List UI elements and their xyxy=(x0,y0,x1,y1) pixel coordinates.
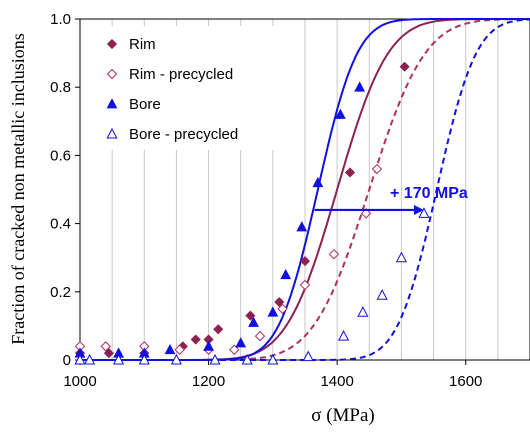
data-point xyxy=(280,268,292,280)
data-points xyxy=(74,61,430,365)
data-point xyxy=(334,108,346,119)
data-point xyxy=(357,306,369,317)
data-point xyxy=(170,353,183,365)
data-point xyxy=(344,167,356,178)
legend-marker xyxy=(106,98,118,109)
data-point xyxy=(164,343,176,355)
legend: Rim Rim - precycled Bore Bore - precycled xyxy=(92,26,280,150)
data-point xyxy=(241,353,253,365)
y-tick-label: 0.6 xyxy=(50,147,71,164)
data-point xyxy=(337,330,350,341)
data-point xyxy=(277,303,288,315)
data-point xyxy=(100,341,111,352)
data-point xyxy=(84,353,96,365)
data-point xyxy=(299,279,311,291)
data-point xyxy=(354,81,366,92)
data-point xyxy=(103,348,114,359)
data-point xyxy=(245,310,256,321)
x-tick-label: 1000 xyxy=(63,373,96,390)
data-point xyxy=(74,353,86,365)
legend-marker xyxy=(106,127,118,139)
data-point xyxy=(229,344,240,355)
data-point xyxy=(274,296,285,308)
data-point xyxy=(248,316,259,327)
data-point xyxy=(213,324,224,335)
data-point xyxy=(112,353,125,365)
y-tick-label: 0.8 xyxy=(50,79,71,96)
data-point xyxy=(312,176,324,188)
x-tick-label: 1600 xyxy=(449,373,482,390)
data-point xyxy=(267,353,279,365)
y-tick-label: 0 xyxy=(63,352,71,369)
data-point xyxy=(254,330,266,342)
x-axis-label: σ (MPa) xyxy=(311,405,375,426)
data-point xyxy=(174,344,185,355)
data-point xyxy=(209,353,221,365)
annotation: + 170 MPa xyxy=(314,185,468,215)
y-axis-label: Fraction of cracked non metallic inclusi… xyxy=(8,33,28,344)
data-point xyxy=(376,289,388,300)
data-point xyxy=(360,208,372,219)
data-point xyxy=(399,61,410,72)
data-point xyxy=(190,334,201,345)
y-tick-label: 0.2 xyxy=(50,284,71,301)
legend-marker xyxy=(106,38,118,50)
data-point xyxy=(235,337,247,348)
data-point xyxy=(418,207,430,218)
legend-marker xyxy=(106,68,118,80)
data-point xyxy=(328,249,340,260)
annotation-label: + 170 MPa xyxy=(390,185,468,202)
data-point xyxy=(371,163,383,175)
data-point xyxy=(395,251,408,263)
data-point xyxy=(203,340,214,351)
legend-label: Bore - precycled xyxy=(129,126,238,143)
data-point xyxy=(138,353,150,365)
legend-label: Rim xyxy=(129,36,156,53)
legend-label: Bore xyxy=(129,96,161,113)
y-tick-label: 0.4 xyxy=(50,216,71,233)
data-point xyxy=(267,306,279,317)
x-tick-label: 1400 xyxy=(320,373,353,390)
x-tick-label: 1200 xyxy=(192,373,225,390)
legend-box xyxy=(92,26,280,150)
axis-ticks: 1000 1200 1400 1600 0 0.2 0.4 0.6 0.8 1.0 xyxy=(50,11,482,390)
y-tick-label: 1.0 xyxy=(50,11,71,28)
annotation-arrowhead xyxy=(413,204,424,215)
data-point xyxy=(296,221,308,232)
data-point xyxy=(299,256,311,267)
legend-label: Rim - precycled xyxy=(129,66,233,83)
data-point xyxy=(302,350,314,362)
